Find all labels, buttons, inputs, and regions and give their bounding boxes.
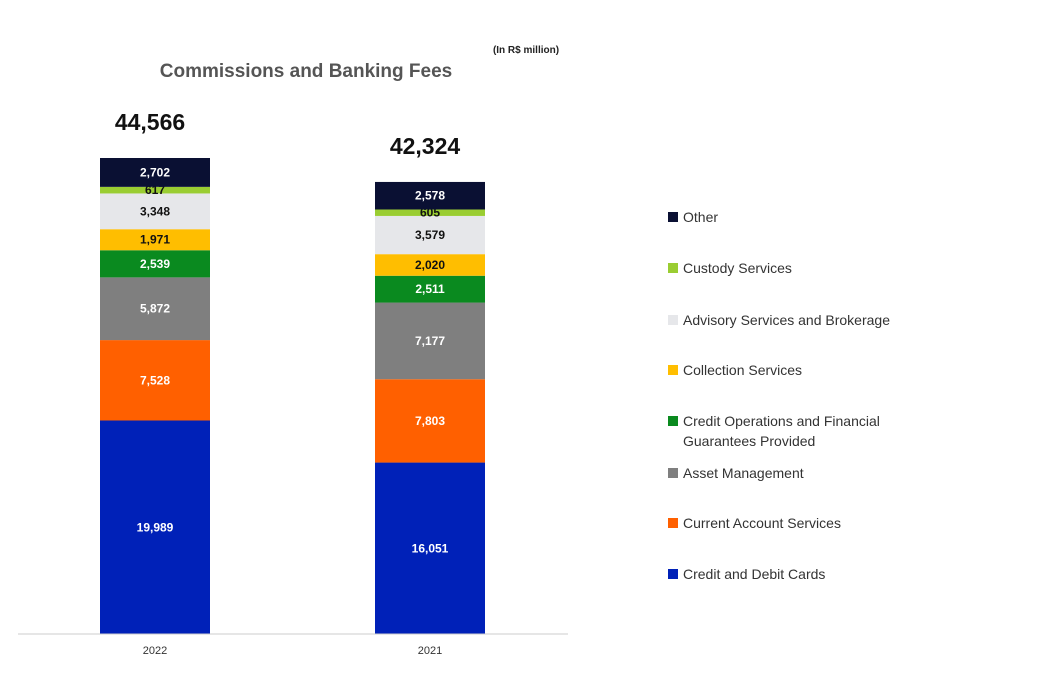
bar-segment-2022-1 — [100, 340, 210, 421]
legend-swatch-7 — [668, 212, 678, 222]
bar-segment-2022-2 — [100, 277, 210, 341]
bar-segment-2022-3 — [100, 250, 210, 278]
data-label-2022-4: 1,971 — [140, 233, 170, 247]
bar-segment-2021-2 — [375, 302, 485, 380]
units-note: (In R$ million) — [493, 45, 559, 56]
legend-swatch-1 — [668, 518, 678, 528]
data-label-2021-2: 7,177 — [415, 334, 445, 348]
data-label-2022-2: 5,872 — [140, 302, 170, 316]
legend-label-5: Advisory Services and Brokerage — [683, 312, 890, 328]
bar-segment-2021-6 — [375, 209, 485, 216]
legend-label-3: Credit Operations and Financial — [683, 413, 880, 429]
legend-swatch-3 — [668, 416, 678, 426]
legend-swatch-5 — [668, 315, 678, 325]
legend: Other Custody Services Advisory Services a… — [668, 209, 890, 582]
bar-segment-2022-0 — [100, 420, 210, 634]
bar-segment-2022-7 — [100, 158, 210, 187]
legend-swatch-0 — [668, 569, 678, 579]
legend-swatch-6 — [668, 263, 678, 273]
bars-layer: 19,9897,5285,8722,5391,9713,3486172,7024… — [100, 109, 485, 657]
legend-label-1: Current Account Services — [683, 515, 841, 531]
legend-label-7: Other — [683, 209, 718, 225]
data-label-2021-3: 2,511 — [415, 282, 445, 296]
data-label-2021-0: 16,051 — [412, 541, 449, 555]
bar-segment-2022-6 — [100, 186, 210, 194]
legend-label-0: Credit and Debit Cards — [683, 566, 825, 582]
bar-segment-2022-5 — [100, 193, 210, 230]
legend-label-4: Collection Services — [683, 362, 802, 378]
bar-segment-2022-4 — [100, 229, 210, 251]
legend-label-3-line2: Guarantees Provided — [683, 433, 815, 449]
data-label-2022-5: 3,348 — [140, 204, 170, 218]
chart-title: Commissions and Banking Fees — [160, 61, 452, 82]
data-label-2021-4: 2,020 — [415, 258, 445, 272]
data-label-2022-3: 2,539 — [140, 257, 170, 271]
data-label-2021-7: 2,578 — [415, 189, 445, 203]
x-tick-label-2022: 2022 — [143, 645, 167, 657]
total-label-2022: 44,566 — [115, 109, 185, 135]
bar-segment-2021-3 — [375, 275, 485, 303]
data-label-2022-0: 19,989 — [137, 520, 174, 534]
data-label-2021-1: 7,803 — [415, 414, 445, 428]
legend-label-6: Custody Services — [683, 260, 792, 276]
bar-segment-2021-1 — [375, 379, 485, 463]
data-label-2022-1: 7,528 — [140, 373, 170, 387]
legend-swatch-4 — [668, 365, 678, 375]
data-label-2022-7: 2,702 — [140, 165, 170, 179]
bar-segment-2021-0 — [375, 462, 485, 634]
legend-swatch-2 — [668, 468, 678, 478]
data-label-2021-5: 3,579 — [415, 228, 445, 242]
bar-segment-2021-5 — [375, 215, 485, 255]
x-tick-label-2021: 2021 — [418, 645, 442, 657]
total-label-2021: 42,324 — [390, 133, 461, 159]
bar-segment-2021-7 — [375, 181, 485, 210]
legend-label-2: Asset Management — [683, 465, 804, 481]
bar-segment-2021-4 — [375, 254, 485, 276]
